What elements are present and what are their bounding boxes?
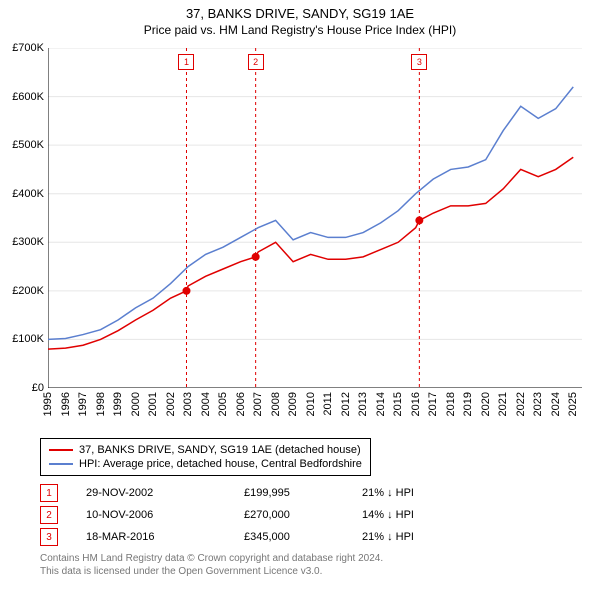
sale-price: £199,995 xyxy=(244,487,334,499)
sale-delta: 14% ↓ HPI xyxy=(362,509,462,521)
x-tick-label: 2020 xyxy=(480,392,492,416)
x-tick-label: 2007 xyxy=(252,392,264,416)
sales-table: 1 29-NOV-2002 £199,995 21% ↓ HPI 2 10-NO… xyxy=(40,482,462,548)
sale-badge: 1 xyxy=(40,484,58,502)
sale-delta: 21% ↓ HPI xyxy=(362,487,462,499)
sale-badge: 2 xyxy=(40,506,58,524)
x-tick-label: 1999 xyxy=(112,392,124,416)
legend-label: HPI: Average price, detached house, Cent… xyxy=(79,458,362,470)
x-tick-label: 2013 xyxy=(357,392,369,416)
attribution-line: Contains HM Land Registry data © Crown c… xyxy=(40,552,383,565)
x-tick-label: 2002 xyxy=(165,392,177,416)
x-tick-label: 2006 xyxy=(235,392,247,416)
x-tick-label: 2024 xyxy=(550,392,562,416)
chart-sale-badge: 2 xyxy=(248,54,264,70)
y-tick-label: £100K xyxy=(12,333,44,345)
table-row: 2 10-NOV-2006 £270,000 14% ↓ HPI xyxy=(40,504,462,526)
legend-swatch xyxy=(49,463,73,465)
y-tick-label: £400K xyxy=(12,188,44,200)
chart-title: 37, BANKS DRIVE, SANDY, SG19 1AE xyxy=(0,0,600,21)
x-tick-label: 2004 xyxy=(200,392,212,416)
x-tick-label: 2023 xyxy=(532,392,544,416)
y-tick-label: £200K xyxy=(12,285,44,297)
sale-badge: 3 xyxy=(40,528,58,546)
chart-sale-badge: 1 xyxy=(178,54,194,70)
chart-plot-area: £0£100K£200K£300K£400K£500K£600K£700K199… xyxy=(48,48,582,388)
x-tick-label: 2014 xyxy=(375,392,387,416)
sale-date: 18-MAR-2016 xyxy=(86,531,216,543)
sale-date: 10-NOV-2006 xyxy=(86,509,216,521)
x-tick-label: 2001 xyxy=(147,392,159,416)
x-tick-label: 2005 xyxy=(217,392,229,416)
x-tick-label: 2025 xyxy=(567,392,579,416)
chart-svg xyxy=(48,48,582,388)
x-tick-label: 2008 xyxy=(270,392,282,416)
x-tick-label: 2009 xyxy=(287,392,299,416)
x-tick-label: 2022 xyxy=(515,392,527,416)
sale-price: £345,000 xyxy=(244,531,334,543)
legend-swatch xyxy=(49,449,73,451)
legend-item: HPI: Average price, detached house, Cent… xyxy=(49,457,362,471)
y-tick-label: £700K xyxy=(12,42,44,54)
sale-date: 29-NOV-2002 xyxy=(86,487,216,499)
x-tick-label: 2018 xyxy=(445,392,457,416)
sale-price: £270,000 xyxy=(244,509,334,521)
attribution-line: This data is licensed under the Open Gov… xyxy=(40,565,383,578)
legend: 37, BANKS DRIVE, SANDY, SG19 1AE (detach… xyxy=(40,438,371,476)
x-tick-label: 1995 xyxy=(42,392,54,416)
x-tick-label: 1997 xyxy=(77,392,89,416)
x-tick-label: 2015 xyxy=(392,392,404,416)
x-tick-label: 2019 xyxy=(462,392,474,416)
x-tick-label: 2016 xyxy=(410,392,422,416)
x-tick-label: 2011 xyxy=(322,392,334,416)
chart-sale-badge: 3 xyxy=(411,54,427,70)
x-tick-label: 2012 xyxy=(340,392,352,416)
x-tick-label: 2021 xyxy=(497,392,509,416)
legend-item: 37, BANKS DRIVE, SANDY, SG19 1AE (detach… xyxy=(49,443,362,457)
chart-container: 37, BANKS DRIVE, SANDY, SG19 1AE Price p… xyxy=(0,0,600,590)
x-tick-label: 1998 xyxy=(95,392,107,416)
y-tick-label: £600K xyxy=(12,91,44,103)
sale-delta: 21% ↓ HPI xyxy=(362,531,462,543)
table-row: 1 29-NOV-2002 £199,995 21% ↓ HPI xyxy=(40,482,462,504)
y-tick-label: £300K xyxy=(12,236,44,248)
x-tick-label: 2003 xyxy=(182,392,194,416)
legend-label: 37, BANKS DRIVE, SANDY, SG19 1AE (detach… xyxy=(79,444,361,456)
chart-subtitle: Price paid vs. HM Land Registry's House … xyxy=(0,21,600,41)
x-tick-label: 1996 xyxy=(60,392,72,416)
table-row: 3 18-MAR-2016 £345,000 21% ↓ HPI xyxy=(40,526,462,548)
x-tick-label: 2017 xyxy=(427,392,439,416)
attribution: Contains HM Land Registry data © Crown c… xyxy=(40,552,383,578)
x-tick-label: 2000 xyxy=(130,392,142,416)
y-tick-label: £500K xyxy=(12,139,44,151)
x-tick-label: 2010 xyxy=(305,392,317,416)
